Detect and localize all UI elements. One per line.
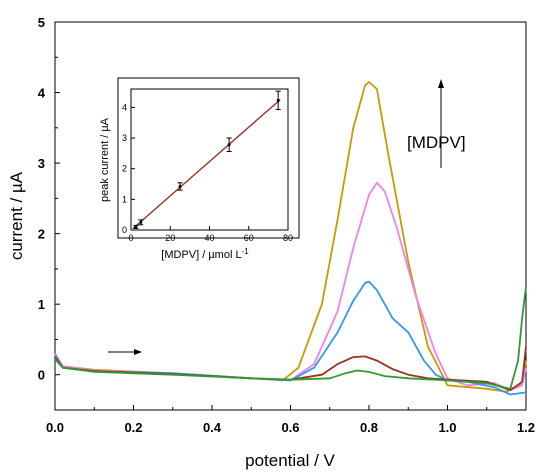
- inset-data-point: [227, 143, 231, 147]
- x-tick-label: 0.0: [46, 420, 64, 435]
- x-tick-label: 0.4: [203, 420, 222, 435]
- inset-y-tick-label: 0: [122, 225, 127, 235]
- inset-x-tick-label: 80: [283, 233, 293, 243]
- y-axis-label: current / µA: [7, 171, 26, 260]
- x-axis-label: potential / V: [245, 451, 335, 470]
- x-tick-label: 1.2: [517, 420, 535, 435]
- inset-fit-line: [132, 99, 281, 229]
- x-tick-label: 0.6: [281, 420, 299, 435]
- inset-y-tick-label: 1: [122, 194, 127, 204]
- inset-x-axis-label: [MDPV] / µmol L-1: [161, 247, 249, 261]
- inset-axes: 0 20 40 60 80 0 1 2 3 4: [122, 102, 293, 243]
- main-series-group: [54, 81, 527, 396]
- x-tick-label: 0.2: [124, 420, 142, 435]
- y-tick-label: 3: [38, 156, 45, 171]
- inset-x-tick-label: 60: [244, 233, 254, 243]
- inset-series-group: [132, 90, 281, 229]
- inset-data-point: [134, 225, 138, 229]
- inset-x-tick-label: 20: [165, 233, 175, 243]
- series-line-5: [54, 286, 527, 390]
- y-tick-label: 4: [38, 86, 46, 101]
- inset-x-tick-label: 0: [128, 233, 133, 243]
- y-tick-label: 1: [38, 297, 45, 312]
- y-tick-label: 5: [38, 15, 45, 30]
- inset-x-tick-label: 40: [204, 233, 214, 243]
- main-axes: 0.0 0.2 0.4 0.6 0.8 1.0 1.2 0 1 2 3 4 5: [38, 15, 535, 435]
- inset-data-point: [276, 98, 280, 102]
- concentration-annotation: [MDPV]: [407, 133, 466, 152]
- y-tick-label: 0: [38, 368, 45, 383]
- scan-direction-arrow: [108, 349, 142, 355]
- x-tick-label: 0.8: [360, 420, 378, 435]
- inset-y-tick-label: 3: [122, 133, 127, 143]
- inset-y-tick-label: 2: [122, 164, 127, 174]
- inset-y-tick-label: 4: [122, 102, 127, 112]
- x-tick-label: 1.0: [438, 420, 456, 435]
- inset-x-axis-label-sup: -1: [242, 247, 250, 256]
- y-tick-label: 2: [38, 227, 45, 242]
- inset-y-axis-label: peak current / µA: [99, 117, 111, 202]
- concentration-arrow: [438, 79, 444, 168]
- inset-x-axis-label-main: [MDPV] / µmol L: [161, 249, 241, 261]
- inset-data-point: [178, 184, 182, 188]
- inset-data-point: [139, 220, 143, 224]
